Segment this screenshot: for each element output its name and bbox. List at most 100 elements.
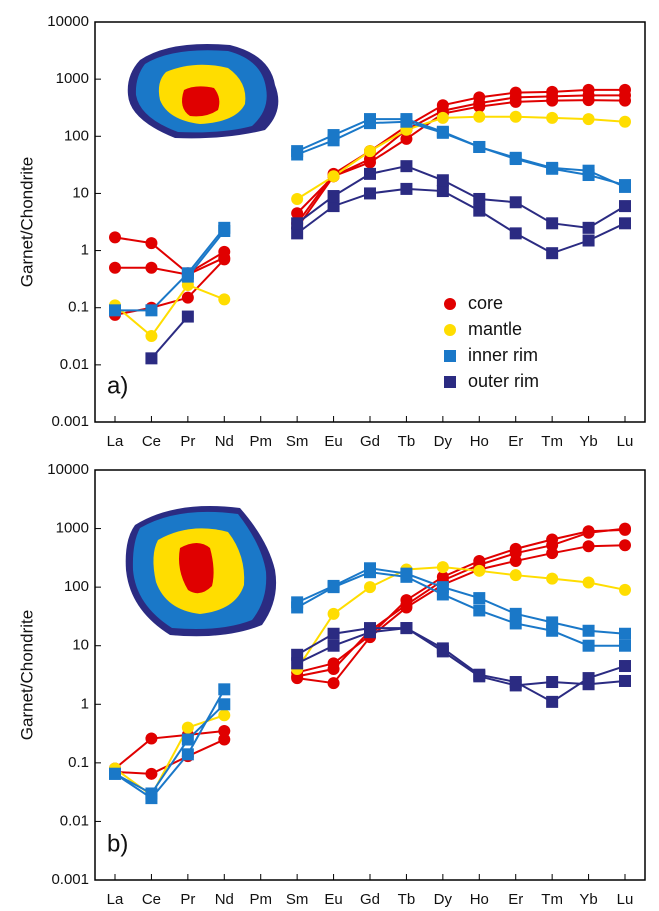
marker: [619, 217, 631, 230]
marker: [546, 539, 559, 552]
series-line: [296, 627, 626, 687]
x-tick-label: Nd: [215, 891, 234, 908]
marker: [509, 547, 522, 560]
series-line: [296, 165, 626, 229]
y-tick-label: 10: [72, 184, 89, 201]
marker: [546, 247, 559, 260]
series-line: [114, 738, 225, 775]
marker: [327, 170, 340, 183]
y-tick-label: 10000: [47, 461, 89, 478]
marker: [327, 639, 340, 652]
legend-marker: [444, 324, 456, 336]
marker: [181, 721, 194, 734]
y-tick-label: 0.1: [68, 299, 89, 316]
marker: [218, 709, 231, 722]
marker: [546, 162, 559, 175]
marker: [181, 748, 194, 761]
marker: [582, 678, 595, 691]
x-tick-label: Pr: [180, 891, 195, 908]
marker: [473, 110, 486, 123]
marker: [218, 724, 231, 737]
marker: [619, 639, 631, 652]
marker: [509, 110, 522, 123]
legend-label: outer rim: [468, 371, 539, 391]
marker: [509, 227, 522, 240]
garnet-a: [127, 44, 279, 139]
x-tick-label: Pr: [180, 433, 195, 450]
marker: [145, 237, 158, 250]
legend-marker: [444, 350, 456, 362]
marker: [181, 291, 194, 304]
marker: [473, 204, 486, 217]
y-tick-label: 0.01: [60, 356, 89, 373]
marker: [109, 261, 121, 274]
marker: [582, 639, 595, 652]
y-tick-label: 1: [81, 242, 89, 259]
x-tick-label: Sm: [286, 891, 309, 908]
x-tick-label: Ce: [142, 433, 161, 450]
series-line: [115, 227, 226, 312]
marker: [400, 598, 413, 611]
marker: [473, 192, 486, 205]
legend-label: mantle: [468, 319, 522, 339]
marker: [582, 221, 595, 234]
marker: [145, 352, 158, 365]
x-tick-label: Ho: [470, 891, 489, 908]
marker: [582, 234, 595, 247]
marker: [546, 624, 559, 637]
series-line: [296, 94, 625, 229]
marker: [473, 592, 486, 605]
marker: [619, 115, 631, 128]
x-tick-label: Eu: [324, 891, 342, 908]
x-tick-label: Er: [508, 891, 523, 908]
marker: [436, 185, 449, 198]
marker: [291, 601, 304, 614]
series-line: [296, 567, 626, 635]
series-line: [187, 230, 226, 278]
marker: [436, 126, 449, 139]
series-line: [296, 566, 626, 670]
x-tick-label: Er: [508, 433, 523, 450]
x-tick-label: Pm: [249, 433, 272, 450]
legend-marker: [444, 298, 456, 310]
x-tick-label: Nd: [215, 433, 234, 450]
marker: [400, 622, 413, 635]
series-line: [115, 256, 225, 276]
marker: [546, 111, 559, 124]
series-line: [297, 544, 626, 685]
x-tick-label: Yb: [579, 891, 597, 908]
y-tick-label: 10: [72, 637, 89, 654]
y-tick-label: 100: [64, 127, 89, 144]
marker: [509, 153, 522, 166]
x-tick-label: Yb: [579, 433, 597, 450]
marker: [364, 145, 376, 158]
y-tick-label: 1000: [56, 70, 89, 87]
series-line: [296, 187, 626, 255]
marker: [509, 569, 522, 582]
marker: [364, 581, 376, 594]
marker: [619, 674, 631, 687]
panel-label: b): [107, 830, 128, 857]
marker: [619, 583, 631, 596]
marker: [473, 140, 486, 153]
marker: [436, 645, 449, 658]
series-line: [296, 527, 626, 678]
series-line: [296, 120, 626, 187]
marker: [546, 676, 559, 689]
marker: [619, 660, 631, 673]
marker: [436, 111, 449, 124]
x-tick-label: Gd: [360, 891, 380, 908]
marker: [364, 566, 376, 579]
y-tick-label: 10000: [47, 13, 89, 30]
marker: [145, 329, 158, 342]
marker: [327, 627, 340, 640]
marker: [582, 113, 595, 126]
x-tick-label: Lu: [617, 891, 634, 908]
marker: [546, 695, 559, 708]
marker: [619, 522, 631, 535]
marker: [327, 663, 340, 676]
marker: [218, 733, 231, 746]
series-line: [114, 703, 225, 795]
marker: [364, 117, 376, 130]
marker: [291, 148, 304, 161]
